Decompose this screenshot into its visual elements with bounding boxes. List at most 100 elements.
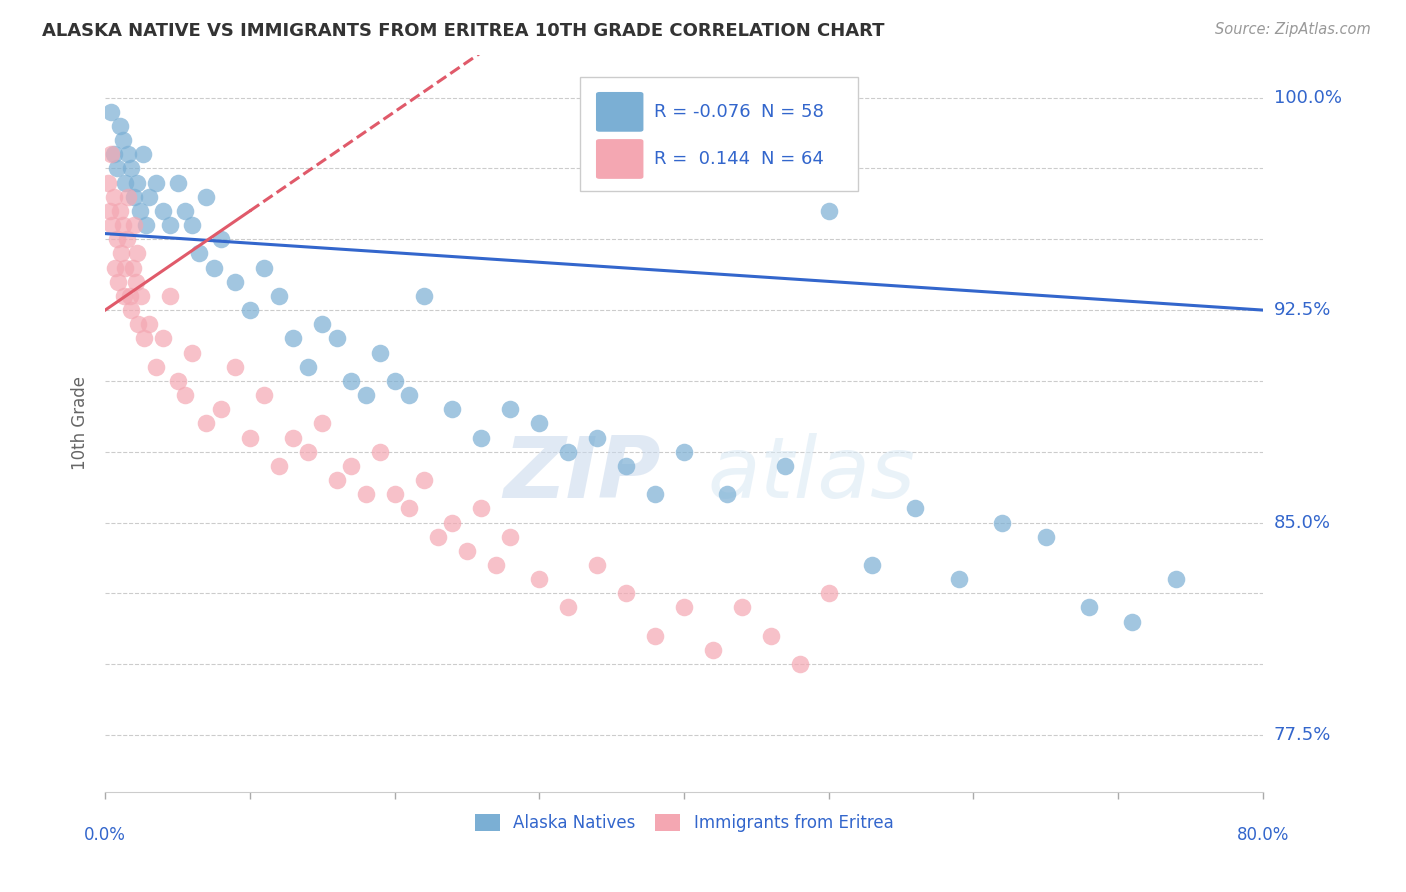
Y-axis label: 10th Grade: 10th Grade <box>72 376 89 470</box>
Text: 80.0%: 80.0% <box>1236 826 1289 844</box>
Point <box>557 600 579 615</box>
Point <box>702 643 724 657</box>
Point <box>644 487 666 501</box>
Text: ZIP: ZIP <box>503 434 661 516</box>
Point <box>354 388 377 402</box>
Point <box>716 487 738 501</box>
Point <box>368 444 391 458</box>
Point <box>311 417 333 431</box>
Point <box>104 260 127 275</box>
Point <box>297 444 319 458</box>
Point <box>499 402 522 417</box>
Point <box>354 487 377 501</box>
Point <box>441 402 464 417</box>
Point <box>138 317 160 331</box>
Point <box>1035 530 1057 544</box>
Point <box>253 388 276 402</box>
Point <box>145 359 167 374</box>
Point <box>125 176 148 190</box>
Text: R = -0.076: R = -0.076 <box>654 103 751 120</box>
Point <box>529 417 551 431</box>
Point <box>325 473 347 487</box>
Point <box>118 289 141 303</box>
Point <box>105 161 128 176</box>
Point <box>441 516 464 530</box>
Text: N = 64: N = 64 <box>762 150 824 168</box>
Point <box>114 260 136 275</box>
Legend: Alaska Natives, Immigrants from Eritrea: Alaska Natives, Immigrants from Eritrea <box>468 807 900 838</box>
Point <box>586 431 609 445</box>
Point <box>173 203 195 218</box>
Point <box>672 444 695 458</box>
Point <box>731 600 754 615</box>
Point <box>173 388 195 402</box>
Point <box>398 501 420 516</box>
Point <box>209 232 232 246</box>
Text: ALASKA NATIVE VS IMMIGRANTS FROM ERITREA 10TH GRADE CORRELATION CHART: ALASKA NATIVE VS IMMIGRANTS FROM ERITREA… <box>42 22 884 40</box>
Point <box>122 218 145 232</box>
Point <box>384 374 406 388</box>
Point <box>789 657 811 672</box>
Point <box>159 289 181 303</box>
Point <box>101 218 124 232</box>
Point <box>470 431 492 445</box>
Point <box>181 218 204 232</box>
Point <box>112 289 135 303</box>
Text: 77.5%: 77.5% <box>1274 726 1331 744</box>
Point <box>267 458 290 473</box>
Point <box>614 586 637 600</box>
Point <box>384 487 406 501</box>
Point <box>111 133 134 147</box>
Point <box>209 402 232 417</box>
Point <box>398 388 420 402</box>
Point <box>485 558 508 572</box>
Point <box>117 190 139 204</box>
Point <box>195 417 218 431</box>
Point <box>239 303 262 318</box>
Point <box>817 203 839 218</box>
Point <box>267 289 290 303</box>
Text: 0.0%: 0.0% <box>84 826 127 844</box>
FancyBboxPatch shape <box>596 92 644 132</box>
FancyBboxPatch shape <box>596 139 644 179</box>
Point <box>253 260 276 275</box>
Point <box>124 275 146 289</box>
Text: R =  0.144: R = 0.144 <box>654 150 749 168</box>
Point <box>1078 600 1101 615</box>
Point <box>368 345 391 359</box>
Point <box>166 176 188 190</box>
Point <box>129 203 152 218</box>
Point <box>557 444 579 458</box>
Point <box>127 317 149 331</box>
Point <box>239 431 262 445</box>
Point <box>120 303 142 318</box>
Text: 100.0%: 100.0% <box>1274 88 1341 107</box>
Text: N = 58: N = 58 <box>762 103 824 120</box>
Point <box>152 203 174 218</box>
Point <box>115 232 138 246</box>
Point <box>135 218 157 232</box>
Point <box>202 260 225 275</box>
Point <box>340 374 363 388</box>
Point <box>134 331 156 345</box>
Point <box>97 176 120 190</box>
FancyBboxPatch shape <box>579 78 858 192</box>
Point <box>412 289 434 303</box>
Point <box>529 572 551 586</box>
Point <box>283 331 305 345</box>
Point <box>773 458 796 473</box>
Text: 92.5%: 92.5% <box>1274 301 1331 319</box>
Point <box>159 218 181 232</box>
Point <box>311 317 333 331</box>
Point <box>108 119 131 133</box>
Point <box>470 501 492 516</box>
Point <box>145 176 167 190</box>
Point <box>122 190 145 204</box>
Point <box>759 629 782 643</box>
Point <box>125 246 148 260</box>
Point <box>152 331 174 345</box>
Point <box>340 458 363 473</box>
Point <box>181 345 204 359</box>
Point <box>586 558 609 572</box>
Point <box>132 147 155 161</box>
